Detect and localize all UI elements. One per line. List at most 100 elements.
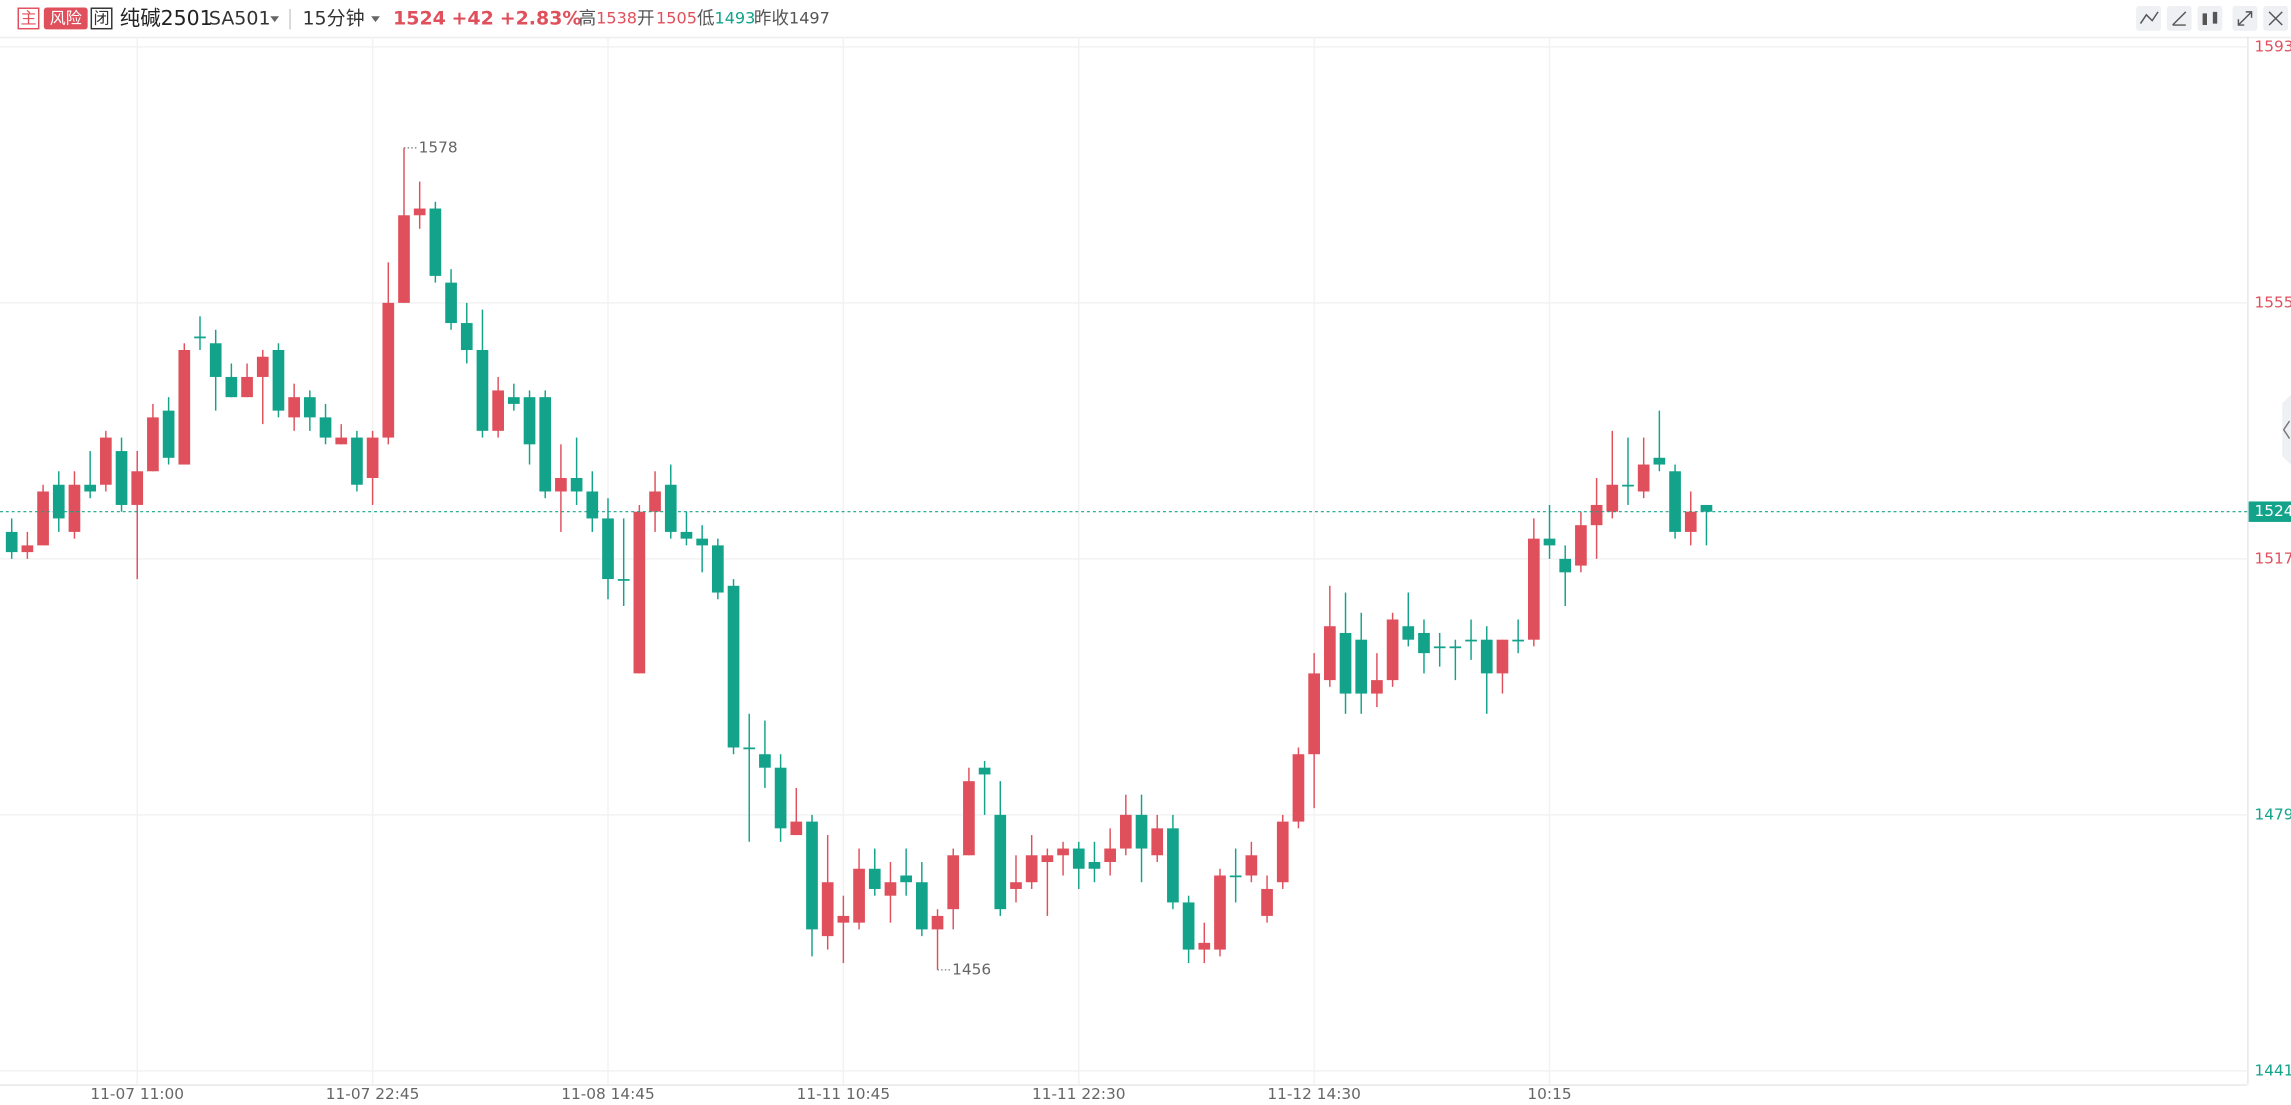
candle-body <box>1433 646 1446 649</box>
last-price-label: 1524 <box>2254 502 2291 520</box>
candle-body <box>1355 639 1368 694</box>
toolbar <box>2136 6 2289 31</box>
tool-icon <box>2237 11 2253 26</box>
candle-body <box>382 302 395 438</box>
candle-body <box>1072 848 1085 869</box>
candle-body <box>131 471 144 505</box>
candle-body <box>21 545 34 553</box>
contract-code[interactable]: SA501 <box>209 8 271 30</box>
candle-body <box>194 336 206 339</box>
candle-body <box>774 767 787 829</box>
candle-body <box>1496 639 1509 674</box>
candle-body <box>1386 619 1399 681</box>
extreme-label: 1456 <box>952 960 991 978</box>
candle-body <box>1276 821 1289 883</box>
candle-body <box>1214 875 1226 950</box>
tool-icon <box>2202 11 2218 26</box>
candle-body <box>1371 680 1383 694</box>
candle-body <box>1684 511 1697 532</box>
side-panel-arrow <box>2282 420 2291 439</box>
x-tick-label: 11-11 10:45 <box>797 1085 891 1103</box>
tool-button[interactable] <box>2197 6 2223 31</box>
x-tick-label: 11-07 11:00 <box>90 1085 184 1103</box>
candle-body <box>1449 646 1462 649</box>
candle-body <box>209 343 222 377</box>
open-value: 1505 <box>656 9 697 28</box>
candle-body <box>162 410 175 458</box>
main-badge <box>17 7 40 30</box>
tool-button[interactable] <box>2136 6 2161 31</box>
candle-body <box>1135 814 1148 849</box>
candle-body <box>319 417 332 438</box>
candle-body <box>868 868 881 889</box>
period-dropdown-arrow[interactable] <box>371 16 380 23</box>
candle-body <box>445 282 457 324</box>
candle-body <box>460 323 473 351</box>
x-tick-label: 11-07 22:45 <box>326 1085 420 1103</box>
candle-body <box>1543 538 1556 546</box>
candle-body <box>759 754 771 768</box>
candle-body <box>602 518 614 580</box>
candle-body <box>947 855 960 910</box>
candle-body <box>413 208 426 216</box>
candle-body <box>492 390 504 431</box>
candle-body <box>288 397 300 418</box>
code-dropdown-arrow[interactable] <box>270 16 280 23</box>
candle-body <box>1245 855 1258 876</box>
closed-badge <box>90 7 113 30</box>
candle-body <box>52 484 65 519</box>
candle-body <box>335 437 348 445</box>
plot: 1441 1479 1517 1555 1593 11-07 11:00 11-07 22:… <box>0 36 2291 1103</box>
candle-body <box>555 478 567 492</box>
candle-body <box>523 397 536 445</box>
candle-body <box>806 821 818 930</box>
last-price: 1524 <box>393 8 446 30</box>
closed-label: 闭 <box>94 9 110 28</box>
period[interactable]: 15分钟 <box>302 8 364 30</box>
candle-body <box>1198 942 1211 950</box>
candle-body <box>1151 828 1164 856</box>
candle-body <box>507 397 520 404</box>
candle-body <box>1527 538 1540 640</box>
candle-body <box>178 350 191 465</box>
header: 主 风险 闭 纯碱2501 SA501 15分钟 1524 +42 +2.83%… <box>17 6 830 30</box>
candle-body <box>1025 855 1038 883</box>
candle-body <box>5 531 18 553</box>
candle-body <box>256 356 269 377</box>
y-tick-label: 1593 <box>2254 37 2291 55</box>
open-label: 开 <box>637 9 655 29</box>
prev-close-value: 1497 <box>789 9 830 28</box>
candle-body <box>1418 632 1430 654</box>
candle-body <box>994 814 1007 910</box>
candle-body <box>1590 504 1603 526</box>
x-tick-label: 10:15 <box>1527 1085 1571 1103</box>
candle-body <box>978 767 991 775</box>
candle-body <box>539 397 552 492</box>
last-price-tag <box>2248 501 2291 522</box>
candle-body <box>1041 855 1054 863</box>
candle-body <box>225 376 238 398</box>
y-tick-label: 1555 <box>2254 293 2291 311</box>
candle-body <box>1669 471 1681 532</box>
price-change: +42 <box>451 8 493 30</box>
tool-icon <box>2268 11 2283 26</box>
candle-body <box>429 208 442 276</box>
low-value: 1493 <box>714 9 755 28</box>
candle-body <box>837 915 850 923</box>
side-panel-tab[interactable] <box>2282 394 2291 465</box>
candle-body <box>1559 558 1572 573</box>
candle-body <box>1637 464 1650 492</box>
candle-body <box>884 882 897 896</box>
candle-body <box>570 478 583 492</box>
candle-body <box>1261 888 1273 916</box>
candle-body <box>743 747 756 750</box>
candle-body <box>1167 828 1179 903</box>
candle-body <box>1622 484 1634 487</box>
prev-close-label: 昨收 <box>754 9 789 29</box>
extreme-label: 1578 <box>419 138 458 156</box>
contract-name: 纯碱2501 <box>120 6 213 30</box>
candle-body <box>1308 673 1320 755</box>
candle-body <box>649 491 661 512</box>
